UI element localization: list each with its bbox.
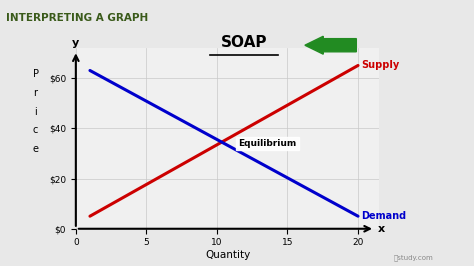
Text: Demand: Demand <box>361 211 406 221</box>
FancyArrow shape <box>305 36 356 54</box>
Text: i: i <box>34 107 37 117</box>
Text: Ⓢstudy.com: Ⓢstudy.com <box>393 254 433 261</box>
Text: Quantity: Quantity <box>205 251 250 260</box>
Text: Supply: Supply <box>361 60 399 70</box>
Text: y: y <box>72 38 80 48</box>
Text: P: P <box>33 69 38 80</box>
Text: Equilibrium: Equilibrium <box>238 139 296 148</box>
Text: r: r <box>34 88 37 98</box>
Text: INTERPRETING A GRAPH: INTERPRETING A GRAPH <box>6 13 148 23</box>
Text: x: x <box>378 224 385 234</box>
Text: e: e <box>33 144 38 154</box>
Text: SOAP: SOAP <box>221 35 267 50</box>
Text: c: c <box>33 125 38 135</box>
